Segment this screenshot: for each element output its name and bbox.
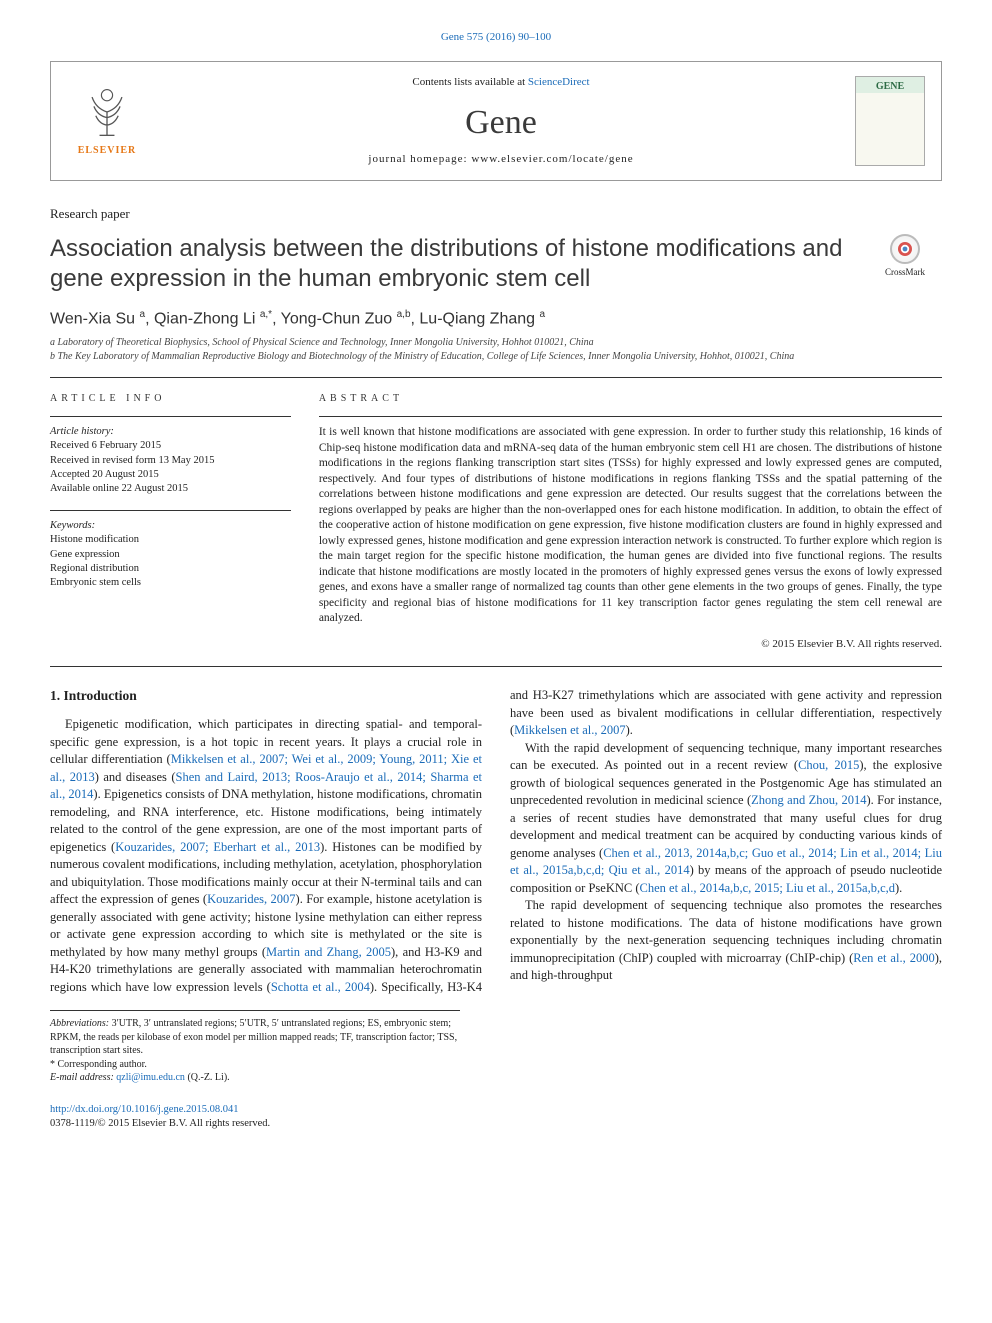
citation-link[interactable]: Kouzarides, 2007 xyxy=(207,892,295,906)
divider xyxy=(50,377,942,378)
citation-link[interactable]: Ren et al., 2000 xyxy=(853,951,934,965)
citation-link[interactable]: Chou, 2015 xyxy=(798,758,859,772)
history-received: Received 6 February 2015 xyxy=(50,439,291,453)
crossmark-badge[interactable]: CrossMark xyxy=(868,234,942,279)
top-citation-link[interactable]: Gene 575 (2016) 90–100 xyxy=(441,31,551,43)
citation-link[interactable]: Martin and Zhang, 2005 xyxy=(266,945,391,959)
author-list: Wen-Xia Su a, Qian-Zhong Li a,*, Yong-Ch… xyxy=(50,308,942,331)
issn-line: 0378-1119/© 2015 Elsevier B.V. All right… xyxy=(50,1117,942,1132)
keyword-item: Histone modification xyxy=(50,533,291,547)
journal-header: ELSEVIER Contents lists available at Sci… xyxy=(50,61,942,181)
citation-link[interactable]: Zhong and Zhou, 2014 xyxy=(751,793,866,807)
journal-cover-thumbnail: GENE xyxy=(855,76,925,166)
intro-paragraph-3: The rapid development of sequencing tech… xyxy=(510,897,942,985)
elsevier-tree-icon xyxy=(79,84,135,140)
abbrev-text: 3′UTR, 3′ untranslated regions; 5′UTR, 5… xyxy=(50,1018,457,1056)
paper-title: Association analysis between the distrib… xyxy=(50,234,852,294)
email-suffix: (Q.-Z. Li). xyxy=(185,1072,230,1083)
history-accepted: Accepted 20 August 2015 xyxy=(50,468,291,482)
footnotes: Abbreviations: 3′UTR, 3′ untranslated re… xyxy=(50,1010,460,1085)
keyword-item: Regional distribution xyxy=(50,562,291,576)
journal-name: Gene xyxy=(147,99,855,147)
abstract-copyright: © 2015 Elsevier B.V. All rights reserved… xyxy=(319,637,942,652)
article-info-heading: article info xyxy=(50,392,291,406)
history-online: Available online 22 August 2015 xyxy=(50,482,291,496)
sciencedirect-link[interactable]: ScienceDirect xyxy=(528,76,590,88)
history-label: Article history: xyxy=(50,425,291,439)
elsevier-logo: ELSEVIER xyxy=(67,84,147,158)
history-revised: Received in revised form 13 May 2015 xyxy=(50,454,291,468)
citation-link[interactable]: Schotta et al., 2004 xyxy=(271,980,370,994)
keywords-label: Keywords: xyxy=(50,519,291,533)
paper-type: Research paper xyxy=(50,205,942,223)
top-citation: Gene 575 (2016) 90–100 xyxy=(50,30,942,45)
citation-link[interactable]: Chen et al., 2014a,b,c, 2015; Liu et al.… xyxy=(640,881,896,895)
body-columns: 1. Introduction Epigenetic modification,… xyxy=(50,687,942,996)
publisher-name: ELSEVIER xyxy=(78,144,137,158)
corresponding-author: * Corresponding author. xyxy=(50,1058,460,1072)
email-link[interactable]: qzli@imu.edu.cn xyxy=(116,1072,185,1083)
keyword-item: Embryonic stem cells xyxy=(50,576,291,590)
affiliation-b: b The Key Laboratory of Mammalian Reprod… xyxy=(50,350,942,364)
footer: http://dx.doi.org/10.1016/j.gene.2015.08… xyxy=(50,1103,942,1132)
homepage-url[interactable]: www.elsevier.com/locate/gene xyxy=(471,153,633,165)
journal-homepage: journal homepage: www.elsevier.com/locat… xyxy=(147,152,855,167)
cover-label: GENE xyxy=(876,80,904,94)
doi-link[interactable]: http://dx.doi.org/10.1016/j.gene.2015.08… xyxy=(50,1104,239,1115)
abbrev-label: Abbreviations: xyxy=(50,1018,109,1029)
affiliation-a: a Laboratory of Theoretical Biophysics, … xyxy=(50,336,942,350)
email-label: E-mail address: xyxy=(50,1072,116,1083)
contents-available: Contents lists available at ScienceDirec… xyxy=(147,75,855,90)
introduction-heading: 1. Introduction xyxy=(50,687,482,706)
crossmark-label: CrossMark xyxy=(885,266,925,279)
citation-link[interactable]: Kouzarides, 2007; Eberhart et al., 2013 xyxy=(115,840,320,854)
crossmark-icon xyxy=(896,240,914,258)
citation-link[interactable]: Mikkelsen et al., 2007 xyxy=(514,723,625,737)
divider xyxy=(50,666,942,667)
keywords-list: Histone modificationGene expressionRegio… xyxy=(50,533,291,590)
intro-paragraph-2: With the rapid development of sequencing… xyxy=(510,740,942,898)
keyword-item: Gene expression xyxy=(50,548,291,562)
abstract-text: It is well known that histone modificati… xyxy=(319,425,942,627)
abstract-heading: abstract xyxy=(319,392,942,406)
